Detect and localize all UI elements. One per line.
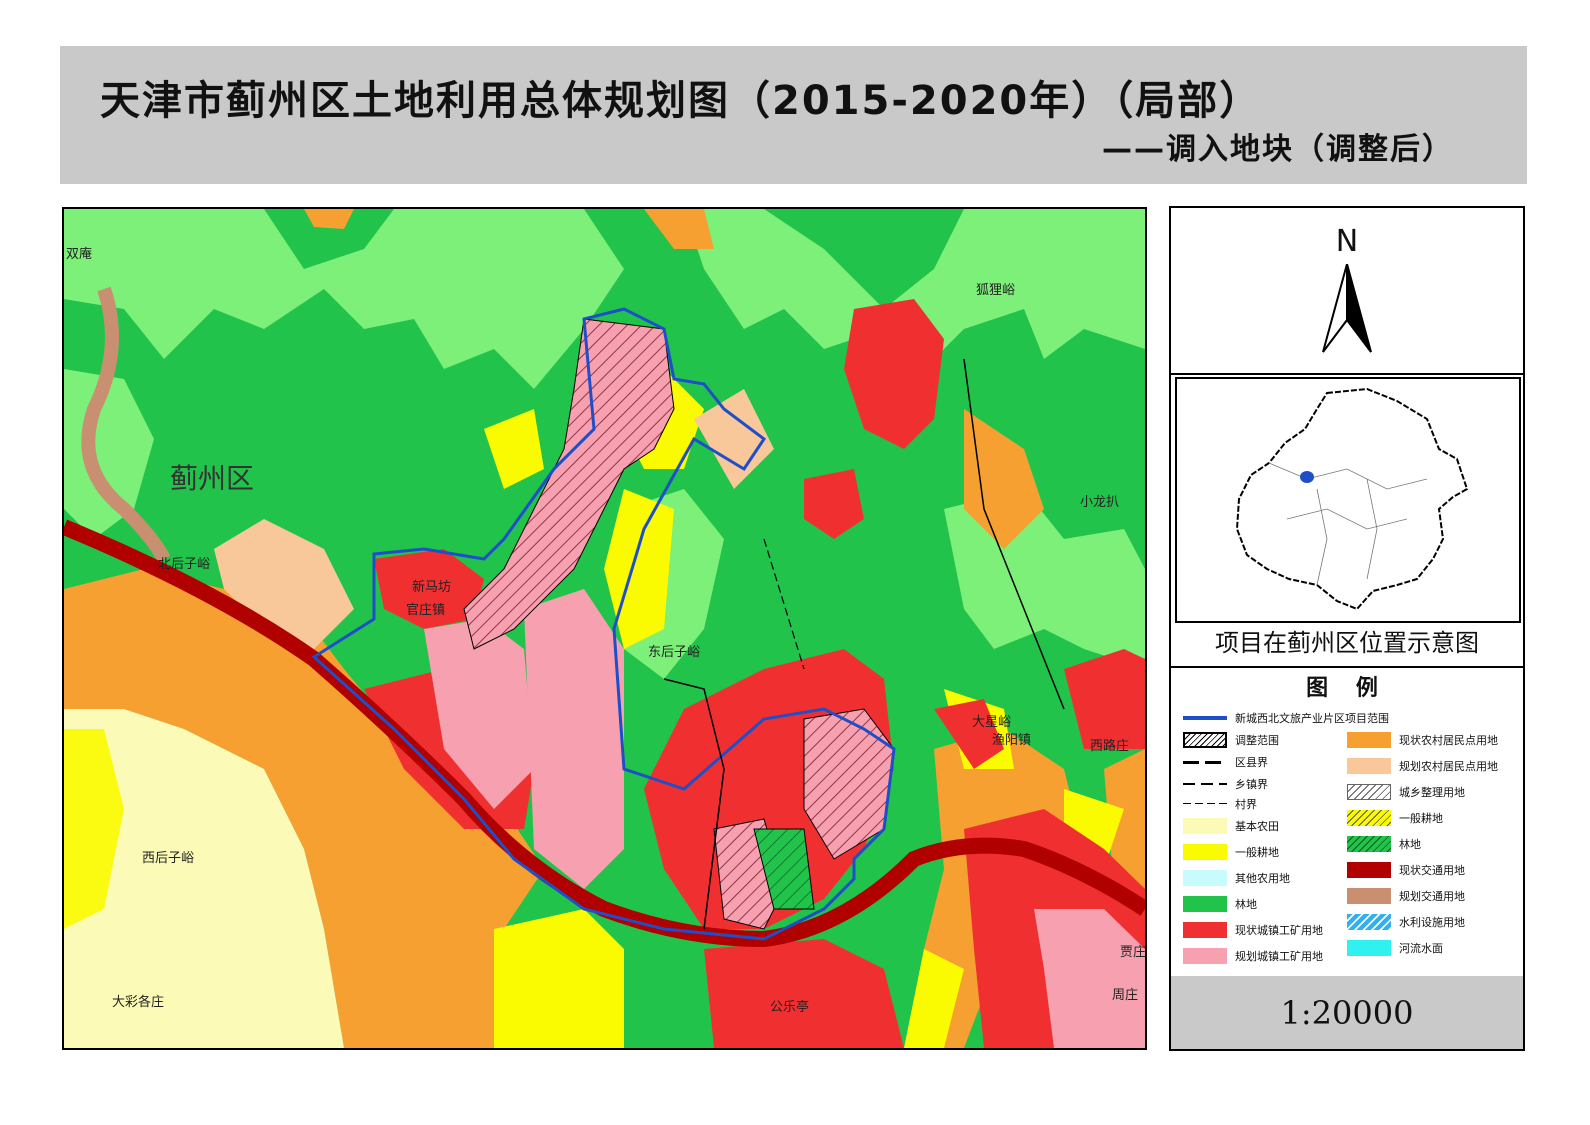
legend-symbol	[1183, 948, 1227, 964]
place-label: 东后子峪	[648, 645, 701, 660]
inset-map[interactable]	[1175, 377, 1521, 623]
legend-symbol	[1183, 803, 1227, 804]
inset-caption: 项目在蓟州区位置示意图	[1215, 629, 1479, 657]
legend-item: 现状交通用地	[1347, 860, 1517, 880]
legend-symbol	[1183, 870, 1227, 886]
north-arrow-icon	[1322, 264, 1372, 353]
legend-title: 图 例	[1306, 675, 1388, 701]
place-label: 狐狸峪	[976, 283, 1016, 298]
legend-symbol	[1183, 922, 1227, 938]
north-label: N	[1335, 224, 1359, 259]
place-label: 西路庄	[1090, 739, 1130, 754]
legend-item: 调整范围	[1183, 730, 1353, 750]
legend-item: 村界	[1183, 794, 1353, 814]
legend-item: 一般耕地	[1183, 842, 1353, 862]
legend-symbol	[1347, 888, 1391, 904]
legend-item: 新城西北文旅产业片区项目范围	[1183, 708, 1513, 728]
legend-symbol	[1347, 836, 1391, 852]
legend-item: 林地	[1183, 894, 1353, 914]
legend-symbol	[1183, 896, 1227, 912]
legend-item: 现状城镇工矿用地	[1183, 920, 1353, 940]
project-location-marker	[1300, 471, 1314, 483]
inset-map-panel: 项目在蓟州区位置示意图	[1171, 373, 1523, 668]
legend-item: 规划城镇工矿用地	[1183, 946, 1353, 966]
jizhou-outline-svg	[1235, 387, 1469, 611]
legend-item: 规划交通用地	[1347, 886, 1517, 906]
legend-symbol	[1183, 716, 1227, 720]
right-panel: N 项目在蓟州区位置示意图 图 例 新城西北文旅产业片区项目范围 调整范围	[1169, 206, 1525, 1051]
legend-item: 其他农用地	[1183, 868, 1353, 888]
legend-symbol	[1183, 761, 1227, 764]
place-label: 西后子峪	[142, 851, 195, 866]
legend-item: 城乡整理用地	[1347, 782, 1517, 802]
title-banner	[60, 46, 1527, 184]
place-label: 小龙扒	[1080, 495, 1120, 510]
north-arrow-panel: N	[1171, 208, 1523, 375]
legend-item: 河流水面	[1347, 938, 1517, 958]
legend-item: 林地	[1347, 834, 1517, 854]
map-title: 天津市蓟州区土地利用总体规划图（2015-2020年）（局部）	[100, 78, 1262, 124]
place-label: 双庵	[66, 247, 93, 262]
main-map[interactable]: 双庵 狐狸峪 蓟州区 小龙扒 北后子峪 新马坊 官庄镇 东后子峪 大星峪 渔阳镇…	[62, 207, 1147, 1050]
district-label: 蓟州区	[170, 462, 255, 495]
legend-item: 乡镇界	[1183, 774, 1353, 794]
legend-panel: 图 例 新城西北文旅产业片区项目范围 调整范围 区县界 乡镇界 村界 基本农田	[1171, 666, 1523, 978]
legend-symbol	[1347, 784, 1391, 800]
town-label: 渔阳镇	[992, 733, 1032, 748]
place-label: 公乐亭	[770, 1000, 810, 1015]
legend-item: 水利设施用地	[1347, 912, 1517, 932]
scale-panel: 1:20000	[1171, 976, 1523, 1049]
legend-symbol	[1347, 810, 1391, 826]
legend-symbol	[1183, 818, 1227, 834]
place-label: 大星峪	[972, 715, 1012, 730]
place-label: 周庄	[1112, 988, 1139, 1003]
land-use-map-svg	[64, 209, 1145, 1048]
town-label: 官庄镇	[406, 603, 446, 618]
legend-symbol	[1183, 732, 1227, 748]
legend-item: 规划农村居民点用地	[1347, 756, 1517, 776]
legend-symbol	[1347, 732, 1391, 748]
legend-symbol	[1183, 844, 1227, 860]
legend-symbol	[1183, 783, 1227, 785]
legend-symbol	[1347, 758, 1391, 774]
place-label: 北后子峪	[158, 557, 211, 572]
legend-symbol	[1347, 940, 1391, 956]
legend-item: 基本农田	[1183, 816, 1353, 836]
scale-text: 1:20000	[1280, 994, 1414, 1032]
place-label: 新马坊	[412, 580, 452, 595]
legend-symbol	[1347, 862, 1391, 878]
place-label: 大彩各庄	[112, 995, 165, 1010]
place-label: 贾庄	[1120, 945, 1147, 960]
map-subtitle: ——调入地块（调整后）	[1102, 132, 1454, 167]
legend-symbol	[1347, 914, 1391, 930]
legend-item: 区县界	[1183, 752, 1353, 772]
legend-item: 一般耕地	[1347, 808, 1517, 828]
legend-item: 现状农村居民点用地	[1347, 730, 1517, 750]
